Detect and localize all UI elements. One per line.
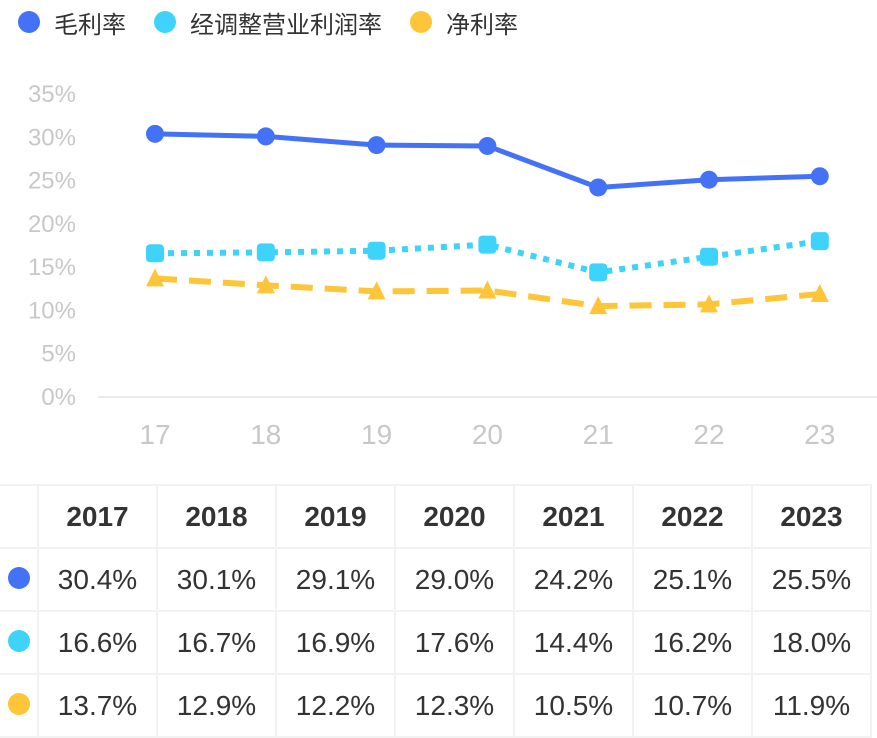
legend-item-net-margin[interactable]: 净利率 (410, 5, 518, 40)
series-dot-icon (7, 566, 30, 589)
data-point (367, 281, 386, 300)
x-tick-label: 18 (250, 419, 281, 450)
table-header-cell: 2020 (394, 484, 515, 549)
data-point (146, 268, 164, 287)
data-point (478, 280, 497, 299)
table-header-row: 2017 2018 2019 2020 2021 2022 2023 (0, 484, 872, 549)
y-tick-label: 15% (28, 254, 76, 281)
row-marker (0, 610, 39, 675)
row-marker (0, 547, 39, 612)
data-point (256, 243, 275, 262)
data-point (810, 283, 829, 302)
table-cell: 12.3% (394, 673, 515, 738)
legend-marker (154, 11, 176, 33)
table-header-cell: 2018 (156, 484, 277, 549)
table-cell: 30.1% (156, 547, 277, 612)
table-cell: 25.1% (632, 547, 753, 612)
y-tick-label: 5% (41, 341, 76, 368)
data-point (367, 241, 386, 260)
y-tick-label: 35% (28, 81, 76, 108)
table-header-cell: 2017 (37, 484, 158, 549)
table-cell: 30.4% (37, 547, 158, 612)
data-point (700, 294, 718, 313)
table-cell: 11.9% (751, 673, 872, 738)
table-cell: 18.0% (751, 610, 872, 675)
table-cell: 16.2% (632, 610, 753, 675)
table-cell: 13.7% (37, 673, 158, 738)
data-point (367, 136, 386, 155)
table-row: 30.4% 30.1% 29.1% 29.0% 24.2% 25.1% 25.5… (0, 547, 872, 612)
data-table: 2017 2018 2019 2020 2021 2022 2023 30.4%… (0, 484, 872, 738)
table-cell: 16.7% (156, 610, 277, 675)
data-point (256, 127, 275, 146)
table-cell: 10.7% (632, 673, 753, 738)
row-marker (0, 673, 39, 738)
table-row: 16.6% 16.7% 16.9% 17.6% 14.4% 16.2% 18.0… (0, 610, 872, 675)
data-point (146, 244, 164, 263)
data-point (810, 167, 829, 186)
table-header-cell: 2021 (513, 484, 634, 549)
chart-legend: 毛利率 经调整营业利润率 净利率 (0, 0, 528, 44)
legend-label: 经调整营业利润率 (190, 10, 382, 39)
data-point (700, 170, 718, 189)
table-cell: 29.1% (275, 547, 396, 612)
table-cell: 24.2% (513, 547, 634, 612)
table-cell: 12.9% (156, 673, 277, 738)
series-dot-icon (7, 629, 30, 652)
table-cell: 29.0% (394, 547, 515, 612)
data-point (810, 232, 829, 251)
table-row: 13.7% 12.9% 12.2% 12.3% 10.5% 10.7% 11.9… (0, 673, 872, 738)
x-tick-label: 23 (804, 419, 835, 450)
table-cell: 12.2% (275, 673, 396, 738)
data-point (146, 124, 164, 143)
data-point (589, 263, 608, 282)
legend-label: 净利率 (446, 10, 518, 39)
x-tick-label: 19 (361, 419, 392, 450)
data-point (478, 136, 497, 155)
y-tick-label: 0% (41, 384, 76, 411)
series-dot-icon (7, 692, 30, 715)
table-cell: 16.9% (275, 610, 396, 675)
y-tick-label: 20% (28, 211, 76, 238)
line-chart: 0% 5% 10% 15% 20% 25% 30% 35% 17 18 19 20 21 22 23 (28, 81, 877, 450)
table-corner (0, 484, 39, 549)
data-point (589, 178, 608, 197)
x-tick-label: 22 (693, 419, 724, 450)
x-tick-label: 17 (139, 419, 170, 450)
table-header-cell: 2023 (751, 484, 872, 549)
legend-item-gross-margin[interactable]: 毛利率 (18, 5, 126, 40)
table-cell: 16.6% (37, 610, 158, 675)
y-tick-label: 25% (28, 168, 76, 195)
table-cell: 17.6% (394, 610, 515, 675)
data-point (589, 296, 608, 315)
x-tick-label: 21 (583, 419, 614, 450)
table-cell: 10.5% (513, 673, 634, 738)
table-header-cell: 2019 (275, 484, 396, 549)
data-point (256, 275, 275, 294)
x-tick-label: 20 (472, 419, 503, 450)
legend-marker (18, 11, 40, 33)
y-tick-label: 10% (28, 297, 76, 324)
table-cell: 14.4% (513, 610, 634, 675)
legend-item-adjusted-operating-margin[interactable]: 经调整营业利润率 (154, 5, 382, 40)
data-point (478, 235, 497, 254)
y-tick-label: 30% (28, 124, 76, 151)
legend-marker (410, 11, 432, 33)
legend-label: 毛利率 (54, 10, 126, 39)
table-header-cell: 2022 (632, 484, 753, 549)
table-cell: 25.5% (751, 547, 872, 612)
data-point (700, 247, 718, 266)
